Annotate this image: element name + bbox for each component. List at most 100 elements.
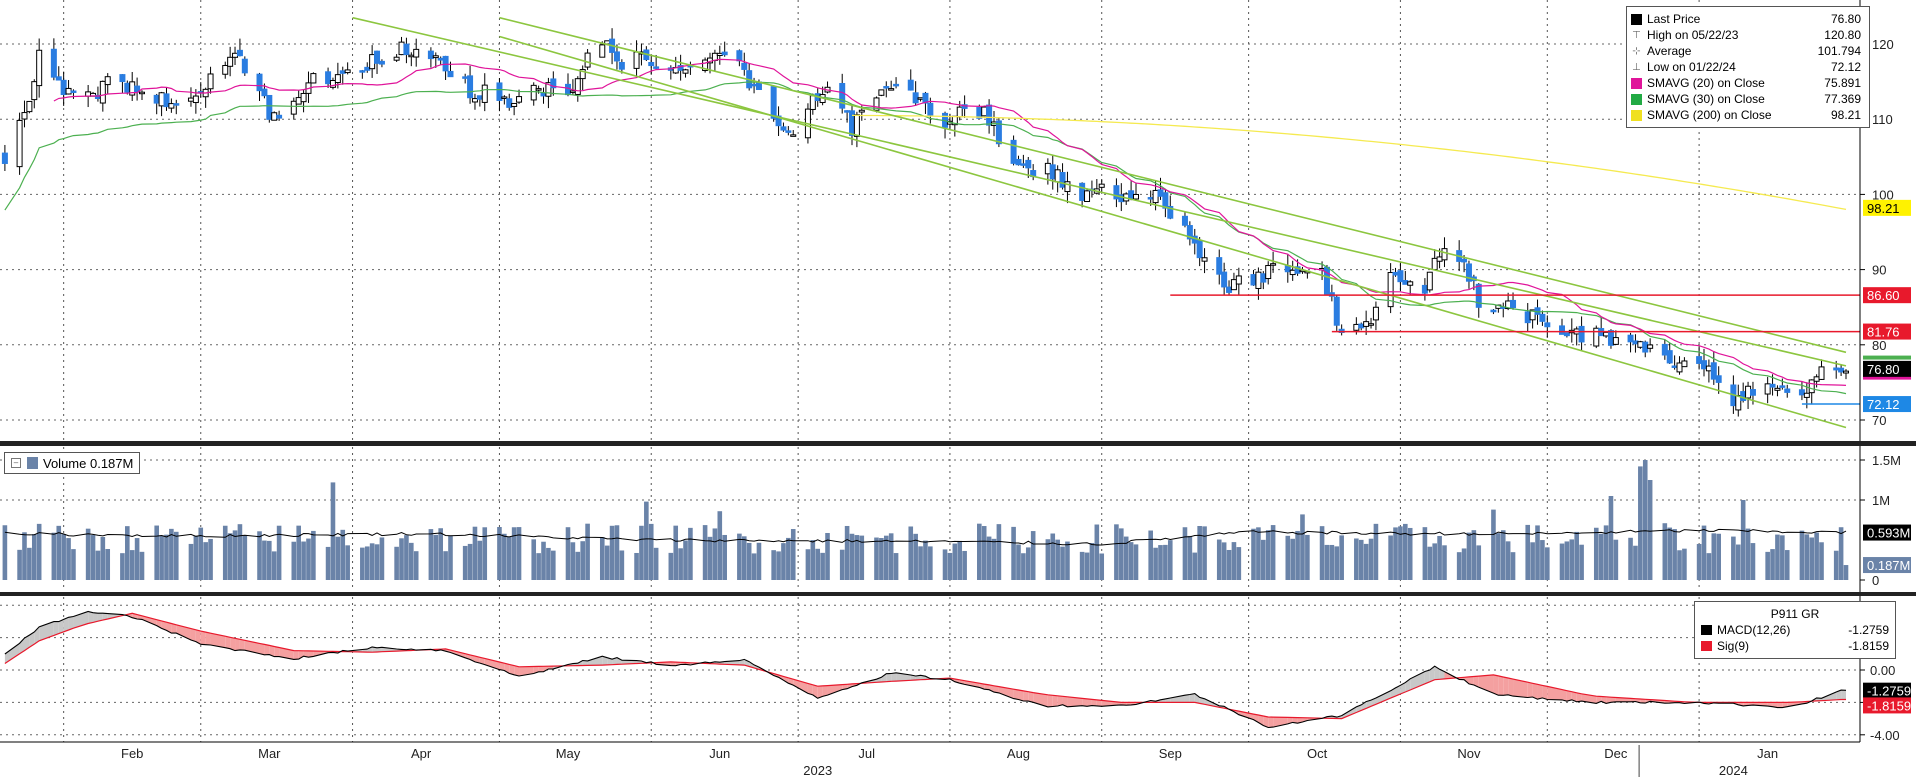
- volume-bar: [839, 549, 845, 580]
- price-legend-value: 77.369: [1824, 92, 1861, 106]
- macd-histogram-fill: [891, 672, 897, 682]
- volume-bar: [991, 538, 997, 580]
- volume-bar: [928, 546, 933, 580]
- price-candle: [1642, 341, 1649, 353]
- price-candle: [1461, 258, 1468, 263]
- volume-bar: [413, 551, 419, 580]
- volume-bar: [1809, 537, 1815, 580]
- price-candle: [232, 52, 239, 58]
- volume-bar: [913, 533, 918, 580]
- macd-legend: P911 GR MACD(12,26) -1.2759 Sig(9) -1.81…: [1694, 601, 1896, 659]
- month-tick-label: Dec: [1604, 746, 1628, 761]
- price-candle: [1059, 172, 1066, 188]
- price-candle: [65, 87, 72, 95]
- price-candle: [883, 86, 890, 89]
- price-candle: [1808, 379, 1815, 394]
- price-candle: [124, 82, 131, 93]
- volume-bar: [379, 537, 385, 580]
- volume-bar: [790, 529, 796, 580]
- price-candle: [506, 98, 513, 108]
- volume-bar: [66, 538, 71, 580]
- collapse-icon[interactable]: –: [11, 458, 21, 468]
- macd-histogram-fill: [538, 666, 544, 672]
- price-candle: [633, 51, 640, 69]
- legend-swatch: [1631, 93, 1642, 105]
- volume-bar: [619, 550, 625, 580]
- price-candle: [173, 103, 180, 106]
- volume-bar: [599, 537, 605, 580]
- volume-bar: [1319, 526, 1325, 580]
- price-tag-bg: [1863, 287, 1911, 304]
- volume-bar: [1613, 539, 1619, 580]
- price-candle: [599, 44, 606, 58]
- volume-bar: [257, 531, 262, 580]
- macd-histogram-fill: [166, 622, 172, 634]
- macd-histogram-fill: [1091, 699, 1097, 706]
- volume-bar: [516, 527, 522, 580]
- price-tick-label: 80: [1872, 338, 1886, 353]
- macd-histogram-fill: [210, 633, 226, 648]
- price-candle: [1133, 193, 1139, 200]
- macd-histogram-fill: [1581, 693, 1597, 704]
- macd-histogram-fill: [1067, 696, 1083, 707]
- macd-histogram-fill: [1767, 702, 1773, 707]
- macd-histogram-fill: [1047, 694, 1053, 707]
- volume-bar: [173, 531, 179, 580]
- price-candle: [1647, 344, 1654, 349]
- volume-bar: [1603, 525, 1609, 580]
- volume-legend: – Volume 0.187M: [4, 452, 141, 474]
- macd-histogram-fill: [1028, 691, 1034, 703]
- volume-bar: [957, 540, 963, 580]
- price-candle: [1064, 181, 1071, 193]
- volume-average-line: [4, 528, 1847, 546]
- volume-bar: [1055, 539, 1060, 580]
- volume-bar: [551, 550, 556, 580]
- volume-bar: [1265, 530, 1271, 580]
- volume-bar: [1706, 553, 1712, 580]
- price-candle: [986, 104, 993, 126]
- volume-bar: [614, 525, 620, 580]
- volume-bar: [1016, 544, 1021, 580]
- price-candle: [153, 94, 160, 104]
- macd-histogram-fill: [1836, 690, 1842, 700]
- volume-bar: [1432, 543, 1437, 580]
- macd-histogram-fill: [1547, 686, 1562, 700]
- macd-histogram-fill: [514, 665, 520, 676]
- price-candle: [1054, 169, 1061, 183]
- price-candle: [427, 50, 434, 60]
- volume-bar: [859, 535, 865, 580]
- price-candle: [1838, 367, 1845, 373]
- price-candle: [163, 93, 170, 108]
- volume-bar: [541, 541, 546, 580]
- volume-bar: [942, 549, 948, 580]
- volume-bar: [1833, 550, 1839, 580]
- price-candle: [1833, 367, 1840, 371]
- price-candle: [266, 94, 273, 120]
- volume-bar: [31, 534, 37, 580]
- price-candle: [276, 114, 283, 119]
- price-candle: [893, 83, 900, 87]
- price-candle: [119, 74, 126, 83]
- price-candle: [1025, 159, 1032, 169]
- volume-bar: [1593, 527, 1599, 580]
- volume-bar: [125, 526, 130, 580]
- volume-bar: [781, 543, 786, 580]
- macd-histogram-fill: [244, 640, 260, 654]
- volume-bar: [95, 550, 101, 580]
- price-candle: [569, 90, 576, 93]
- price-tag-bg: [1863, 199, 1911, 216]
- price-legend-row: ⊹ Average 101.794: [1631, 43, 1861, 59]
- year-label: 2023: [803, 763, 832, 777]
- macd-histogram-fill: [1429, 666, 1435, 682]
- macd-histogram-fill: [1576, 692, 1582, 702]
- volume-bar: [746, 542, 752, 580]
- signal-legend-label: Sig(9): [1717, 639, 1750, 653]
- volume-bar: [1804, 534, 1810, 580]
- price-candle: [1152, 189, 1159, 204]
- price-candle: [1593, 327, 1600, 347]
- price-candle: [1255, 271, 1262, 289]
- volume-bar: [1128, 542, 1134, 580]
- macd-histogram-fill: [881, 673, 887, 682]
- volume-bar: [609, 525, 615, 580]
- macd-histogram-fill: [1527, 682, 1533, 698]
